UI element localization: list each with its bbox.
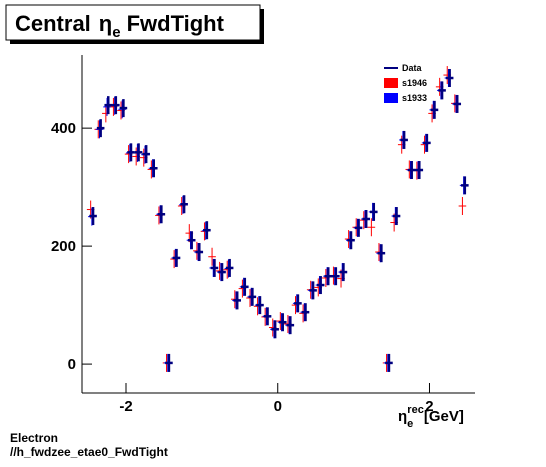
data-point: [377, 244, 386, 263]
data-point: [225, 258, 234, 277]
footer: Electron: [10, 431, 58, 445]
data-point: [453, 94, 462, 113]
legend-swatch: [384, 78, 398, 88]
y-tick-label: 0: [68, 356, 76, 373]
data-point: [112, 96, 120, 115]
x-tick-label: 2: [425, 398, 433, 415]
data-point: [407, 161, 416, 180]
data-point: [203, 221, 211, 240]
data-point: [367, 218, 376, 237]
title-box: [5, 4, 261, 41]
data-point: [301, 303, 310, 322]
data-point: [187, 231, 196, 250]
x-axis-label: ηerec[GeV]: [398, 404, 464, 430]
y-tick-label: 200: [51, 238, 76, 255]
data-point: [461, 176, 469, 195]
data-point: [271, 320, 279, 339]
data-point: [278, 313, 287, 332]
data-point: [392, 207, 401, 226]
data-point: [119, 99, 128, 118]
data-point: [165, 353, 173, 372]
data-point: [208, 247, 216, 266]
chart-title: Central ηe FwdTight: [15, 11, 225, 41]
legend-label: Data: [402, 63, 423, 73]
data-point: [354, 218, 363, 237]
data-point: [127, 143, 135, 162]
data-point: [362, 209, 370, 228]
data-point: [324, 267, 333, 286]
data-point: [339, 263, 348, 282]
legend-label: s1933: [402, 93, 427, 103]
data-point: [180, 195, 188, 214]
data-point: [157, 205, 166, 224]
data-point: [256, 296, 264, 315]
data-point: [149, 159, 158, 178]
data-point: [134, 143, 143, 162]
y-tick-label: 400: [51, 120, 76, 137]
legend-label: s1946: [402, 78, 427, 88]
legend-swatch: [384, 93, 398, 103]
data-point: [210, 258, 219, 277]
data-point: [263, 307, 272, 326]
data-point: [286, 316, 295, 335]
data-point: [172, 248, 181, 267]
data-point: [400, 130, 408, 149]
data-point: [218, 263, 226, 282]
data-point: [430, 100, 439, 119]
footer: //h_fwdzee_etae0_FwdTight: [10, 445, 168, 459]
data-point: [385, 353, 393, 372]
data-point: [89, 207, 97, 226]
data-point: [438, 81, 446, 100]
x-tick-label: -2: [119, 398, 132, 415]
data-point: [104, 96, 113, 115]
data-point: [369, 202, 378, 221]
data-point: [347, 231, 355, 250]
data-point: [445, 69, 454, 88]
data-point: [233, 291, 242, 310]
data-point: [248, 287, 257, 306]
data-point: [96, 119, 105, 138]
data-point: [415, 161, 424, 180]
data-point: [423, 133, 431, 152]
data-point: [316, 276, 325, 295]
data-point: [332, 267, 340, 286]
data-point: [142, 145, 150, 164]
data-point: [294, 294, 302, 313]
data-point: [241, 277, 249, 296]
data-point: [458, 197, 467, 216]
data-point: [309, 281, 317, 300]
data-point: [195, 243, 204, 262]
x-tick-label: 0: [274, 398, 282, 415]
